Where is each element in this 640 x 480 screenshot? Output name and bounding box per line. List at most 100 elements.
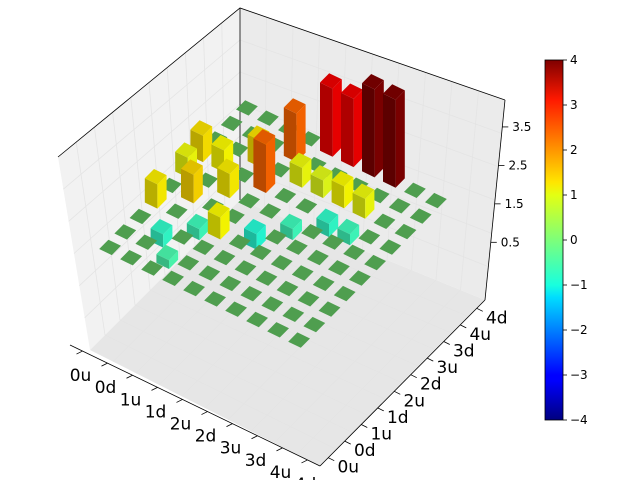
bar-3d <box>288 332 310 348</box>
bar-face-top <box>280 213 302 230</box>
y-tick-label: 3d <box>453 342 475 362</box>
colorbar-tick-label: −2 <box>570 323 588 337</box>
bar-face-top <box>204 291 226 307</box>
bar-3d <box>337 218 360 246</box>
y-tick-label: 4u <box>469 325 491 345</box>
bar-face-side <box>199 219 209 241</box>
x-tick-mark <box>301 459 308 464</box>
bar-face-side <box>350 224 360 246</box>
bar-face-front <box>280 223 293 241</box>
bar-face-side <box>374 80 384 178</box>
bar-face-side <box>344 177 354 209</box>
bar-face-top <box>156 244 179 261</box>
x-tick-label: 1d <box>145 402 167 422</box>
bar-face-top <box>320 73 342 89</box>
x-tick-mark <box>251 435 258 440</box>
bar-3d <box>379 239 402 255</box>
y-tick-mark <box>443 341 450 345</box>
bar-3d <box>156 244 179 269</box>
bar-face-front <box>186 223 200 241</box>
bar-face-front <box>289 161 303 188</box>
bar-3d <box>307 249 329 266</box>
bar-face-side <box>323 171 333 199</box>
bar-face-front <box>217 167 230 199</box>
bar-face-front <box>181 168 194 204</box>
bar-face-top <box>301 224 323 240</box>
bar-3d <box>249 244 272 261</box>
x-tick-mark <box>126 374 133 379</box>
bar-face-top <box>240 286 263 302</box>
bar-face-top <box>217 158 239 174</box>
bar-3d <box>240 286 263 302</box>
bar-3d <box>322 234 344 250</box>
bar-3d <box>181 159 203 204</box>
bar-face-side <box>332 79 342 157</box>
bar-face-top <box>186 213 209 230</box>
bar-3d <box>220 115 243 132</box>
gridline <box>68 71 241 222</box>
bar-3d <box>286 239 308 255</box>
bar-3d <box>219 275 242 292</box>
bar-face-top <box>207 202 230 218</box>
z-tick-label: 2.5 <box>508 158 527 172</box>
bar-face-top <box>425 192 447 209</box>
bar-face-top <box>404 182 426 198</box>
bar-face-top <box>265 229 287 245</box>
bar-3d <box>312 275 335 291</box>
bar-3d <box>303 316 326 333</box>
bar-face-top <box>316 208 339 224</box>
y-tick-label: 1d <box>387 408 409 428</box>
colorbar-tick-label: −4 <box>570 413 588 427</box>
bar-3d <box>343 244 365 260</box>
bar-face-side <box>365 189 375 219</box>
y-tick-mark <box>344 440 351 445</box>
bar-face-side <box>163 225 173 248</box>
bar-3d <box>259 203 281 219</box>
y-axis-line <box>319 299 486 467</box>
bar-3d <box>310 165 333 199</box>
x-tick-mark <box>201 411 208 415</box>
bar-face-top <box>409 208 432 224</box>
bar-face-top <box>234 260 257 276</box>
bar-3d <box>265 229 287 245</box>
gridline <box>250 269 412 432</box>
bar-face-top <box>303 316 326 333</box>
bar-3d <box>364 254 386 271</box>
colorbar-tick-label: 4 <box>570 53 578 67</box>
x-tick-mark <box>176 399 183 403</box>
gridline <box>63 39 241 190</box>
bar-3d <box>282 306 305 322</box>
bar-face-front <box>337 228 350 246</box>
bar-3d <box>213 249 236 266</box>
bar-3d <box>129 208 152 225</box>
bar-face-top <box>283 98 306 114</box>
bar-face-top <box>261 296 284 312</box>
bar-face-top <box>286 239 308 255</box>
colorbar-tick-label: 3 <box>570 98 578 112</box>
bar-face-top <box>295 198 318 214</box>
bar-face-side <box>302 158 312 188</box>
bar-face-top <box>288 332 310 348</box>
bar-face-top <box>150 219 173 235</box>
bar-3d <box>99 239 121 256</box>
x-tick-label: 2d <box>195 427 217 447</box>
bar-face-top <box>358 229 381 245</box>
y-tick-mark <box>460 324 467 329</box>
bar-face-top <box>135 234 158 250</box>
bar-3d <box>234 260 257 276</box>
bar-3d <box>236 100 258 116</box>
bar-3d <box>261 296 284 312</box>
bar-face-top <box>171 229 194 245</box>
bar-face-top <box>220 115 243 132</box>
bar-face-front <box>310 174 324 199</box>
bar-face-top <box>175 142 197 158</box>
x-tick-label: 0d <box>95 378 117 398</box>
bar-face-top <box>349 270 371 286</box>
colorbar-tick-label: 2 <box>570 143 578 157</box>
bar-face-top <box>337 218 360 235</box>
bar-face-top <box>144 169 167 185</box>
bar-face-top <box>343 244 365 260</box>
bar-3d <box>244 218 266 250</box>
y-tick-mark <box>476 307 483 312</box>
